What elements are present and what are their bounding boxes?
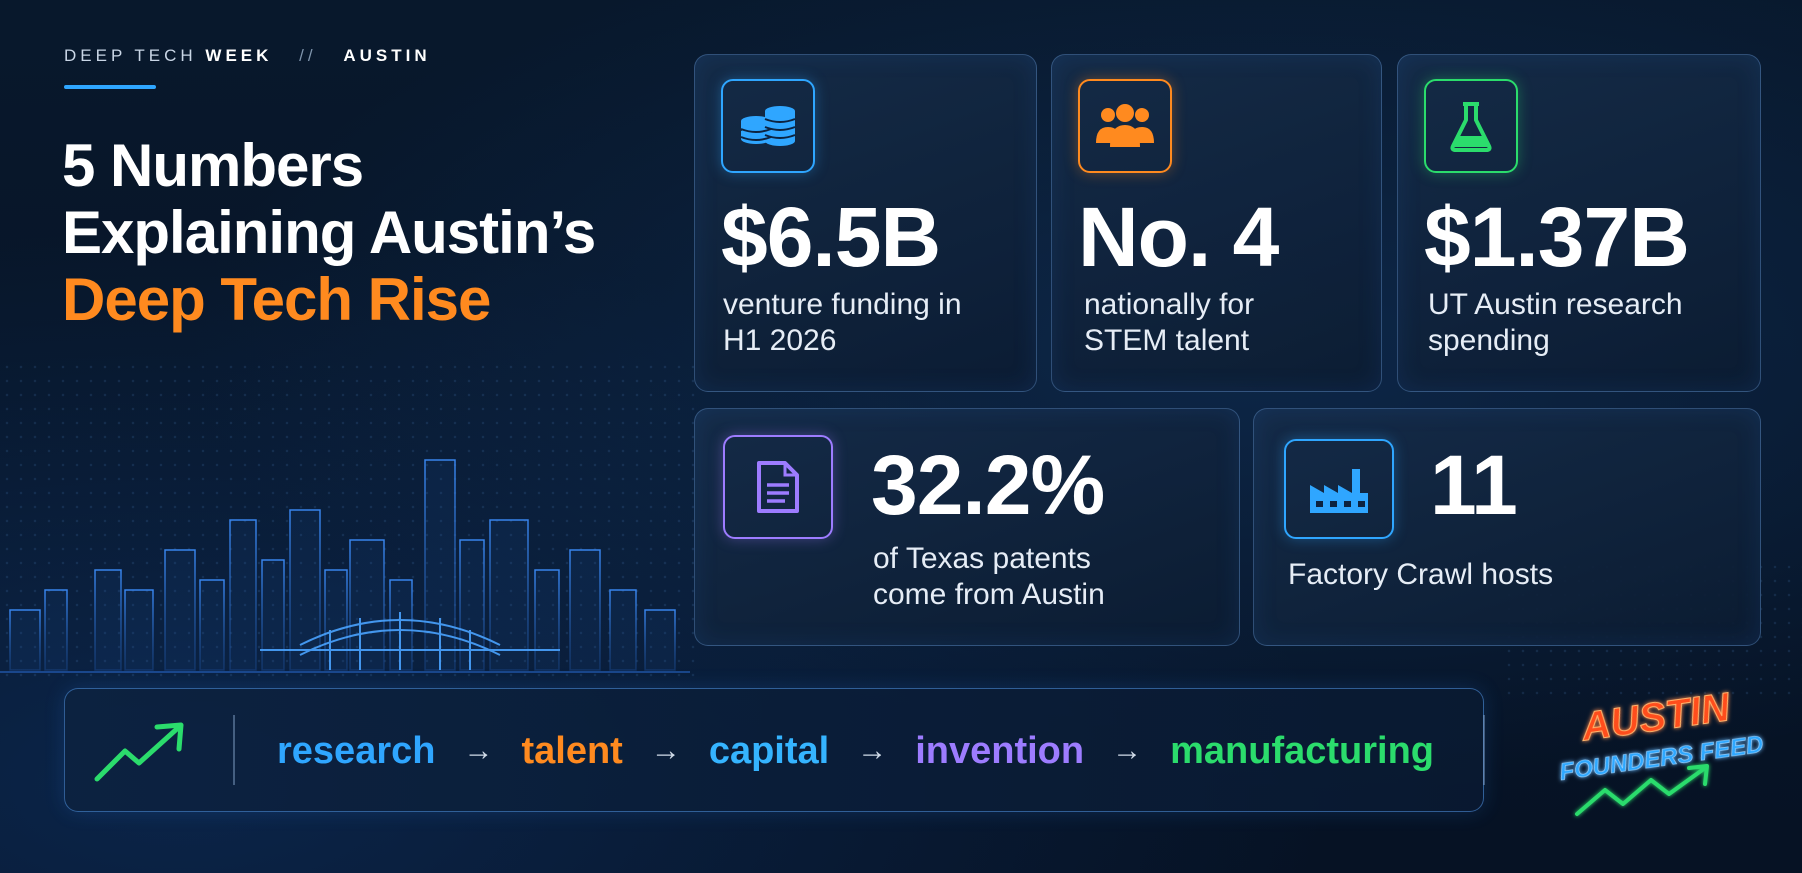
pipeline-bar: research → talent → capital → invention … [64, 688, 1485, 813]
arrow-icon: → [1112, 734, 1143, 767]
title-line-3: Deep Tech Rise [62, 266, 491, 334]
eyebrow-city: AUSTIN [343, 46, 431, 65]
factory-icon [1284, 439, 1394, 539]
stat-value: 32.2% [871, 438, 1105, 532]
stat-desc-line-2: STEM talent [1084, 324, 1250, 357]
step-talent: talent [521, 729, 623, 772]
title-line-1: 5 Numbers [62, 132, 364, 199]
coins-icon [721, 79, 815, 173]
stat-desc-line-1: UT Austin research [1428, 288, 1683, 321]
stat-card-patents: 32.2% of Texas patents come from Austin [694, 408, 1240, 646]
step-invention: invention [915, 729, 1085, 772]
step-capital: capital [708, 729, 830, 772]
stat-card-factory-crawl: 11 Factory Crawl hosts [1253, 408, 1761, 646]
stat-value: No. 4 [1078, 190, 1279, 284]
divider-left [233, 715, 235, 785]
stat-description: nationally for STEM talent [1084, 287, 1254, 359]
arrow-icon: → [463, 734, 494, 767]
document-icon [723, 435, 833, 539]
stat-desc-line-2: H1 2026 [723, 324, 837, 357]
stat-desc-line-2: spending [1428, 324, 1550, 357]
arrow-icon: → [857, 734, 888, 767]
stat-description: venture funding in H1 2026 [723, 287, 962, 359]
brand-line-1: AUSTIN [1578, 685, 1734, 750]
eyebrow-underline [64, 85, 156, 89]
stat-description: UT Austin research spending [1428, 287, 1683, 359]
stat-card-stem-talent: No. 4 nationally for STEM talent [1051, 54, 1382, 392]
title-line-2: Explaining Austin’s [62, 199, 596, 267]
stat-description: of Texas patents come from Austin [873, 541, 1105, 613]
trend-up-icon [94, 722, 184, 782]
arrow-icon: → [650, 734, 681, 767]
eyebrow: DEEP TECH WEEK // AUSTIN [64, 46, 431, 66]
stat-card-research-spending: $1.37B UT Austin research spending [1397, 54, 1761, 392]
stat-card-venture-funding: $6.5B venture funding in H1 2026 [694, 54, 1037, 392]
austin-founders-feed-logo: AUSTIN FOUNDERS FEED [1558, 685, 1765, 816]
stat-desc-line-2: come from Austin [873, 578, 1105, 611]
stat-desc-line-1: of Texas patents [873, 542, 1091, 575]
page-title: 5 Numbers Explaining Austin’s Deep Tech … [62, 132, 596, 334]
step-research: research [277, 729, 436, 772]
stat-desc-line-1: nationally for [1084, 288, 1255, 321]
austin-skyline-illustration [0, 459, 690, 673]
eyebrow-separator: // [299, 46, 317, 65]
stat-description: Factory Crawl hosts [1288, 557, 1553, 593]
stat-value: $1.37B [1424, 190, 1690, 284]
stat-value: 11 [1430, 438, 1518, 532]
step-manufacturing: manufacturing [1170, 729, 1435, 772]
stat-value: $6.5B [721, 190, 941, 284]
stat-desc-line-1: venture funding in [723, 288, 962, 321]
flask-icon [1424, 79, 1518, 173]
eyebrow-week: WEEK [205, 46, 273, 65]
divider-right [1483, 715, 1485, 785]
stat-desc-line-1: Factory Crawl hosts [1288, 558, 1554, 591]
eyebrow-deep-tech: DEEP TECH [64, 46, 197, 65]
pipeline-steps: research → talent → capital → invention … [277, 689, 1434, 813]
people-icon [1078, 79, 1172, 173]
